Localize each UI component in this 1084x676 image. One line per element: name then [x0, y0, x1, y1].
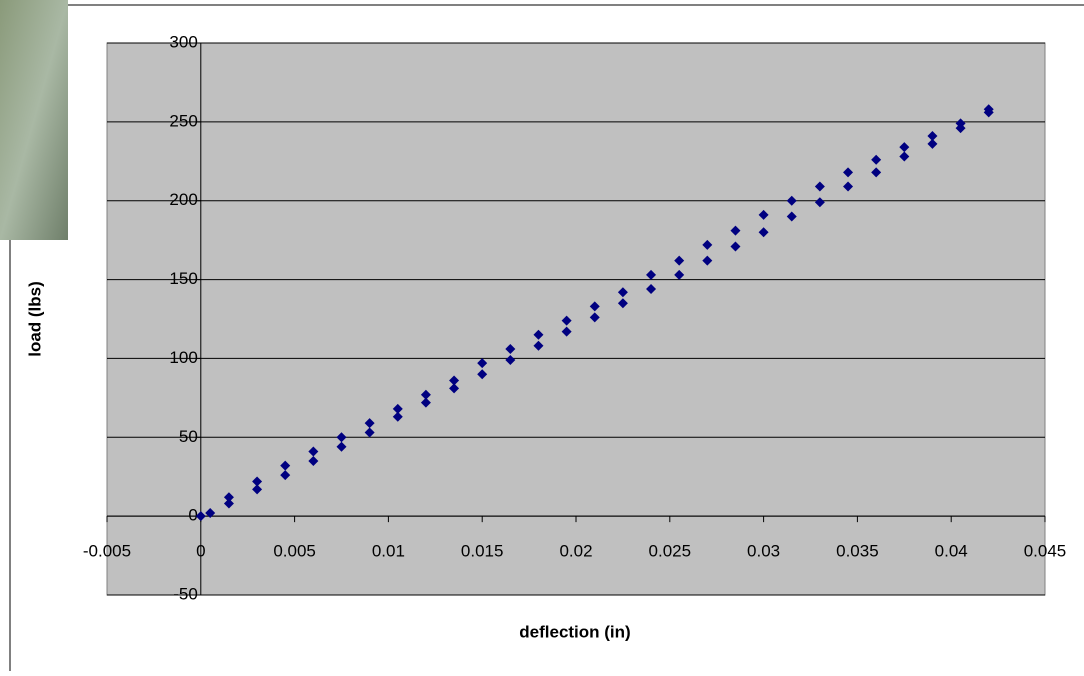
point	[702, 239, 713, 250]
y-tick-label: 250	[169, 111, 197, 130]
point	[280, 470, 291, 481]
point	[561, 315, 572, 326]
point	[674, 269, 685, 280]
point	[702, 255, 713, 266]
point	[983, 107, 994, 118]
x-axis-title: deflection (in)	[519, 622, 630, 641]
point	[646, 269, 657, 280]
point	[899, 151, 910, 162]
point	[336, 441, 347, 452]
point	[589, 301, 600, 312]
point	[786, 195, 797, 206]
y-tick-label: 150	[169, 269, 197, 288]
point	[533, 340, 544, 351]
point	[308, 446, 319, 457]
point	[617, 298, 628, 309]
x-tick-label: 0.02	[559, 542, 592, 561]
point	[646, 284, 657, 295]
x-tick-label: 0.01	[372, 542, 405, 561]
point	[477, 369, 488, 380]
point	[843, 167, 854, 178]
point	[392, 403, 403, 414]
point	[252, 484, 263, 495]
y-tick-label: 50	[179, 427, 198, 446]
point	[252, 476, 263, 487]
point	[505, 355, 516, 366]
point	[336, 432, 347, 443]
point	[364, 427, 375, 438]
point	[814, 181, 825, 192]
point	[205, 507, 216, 518]
point	[392, 411, 403, 422]
point	[589, 312, 600, 323]
point	[730, 225, 741, 236]
point	[899, 142, 910, 153]
point	[505, 343, 516, 354]
x-tick-label: 0.005	[273, 542, 316, 561]
point	[449, 383, 460, 394]
point	[195, 511, 206, 522]
y-tick-label: 0	[188, 506, 197, 525]
x-tick-label: 0.045	[1024, 542, 1067, 561]
point	[280, 460, 291, 471]
x-tick-label: 0.015	[461, 542, 504, 561]
point	[308, 455, 319, 466]
point	[533, 329, 544, 340]
y-tick-label: 300	[169, 32, 197, 51]
x-tick-label: 0.025	[649, 542, 692, 561]
point	[420, 397, 431, 408]
point	[674, 255, 685, 266]
y-tick-label: -50	[173, 584, 198, 603]
point	[786, 211, 797, 222]
y-tick-label: 100	[169, 348, 197, 367]
decorative-image	[0, 0, 68, 240]
point	[814, 197, 825, 208]
point	[758, 227, 769, 238]
point	[955, 123, 966, 134]
x-tick-label: -0.005	[83, 542, 131, 561]
point	[223, 498, 234, 509]
plot-area	[106, 42, 1046, 596]
point	[927, 138, 938, 149]
point	[843, 181, 854, 192]
point	[364, 418, 375, 429]
point	[871, 167, 882, 178]
x-tick-label: 0.03	[747, 542, 780, 561]
x-tick-label: 0.04	[935, 542, 968, 561]
point	[927, 131, 938, 142]
point	[477, 358, 488, 369]
point	[730, 241, 741, 252]
point	[617, 287, 628, 298]
point	[449, 375, 460, 386]
point	[223, 492, 234, 503]
point	[871, 154, 882, 165]
y-tick-label: 200	[169, 190, 197, 209]
point	[758, 209, 769, 220]
x-tick-label: 0.035	[836, 542, 879, 561]
point	[561, 326, 572, 337]
point	[420, 389, 431, 400]
y-axis-title: load (lbs)	[25, 281, 44, 357]
